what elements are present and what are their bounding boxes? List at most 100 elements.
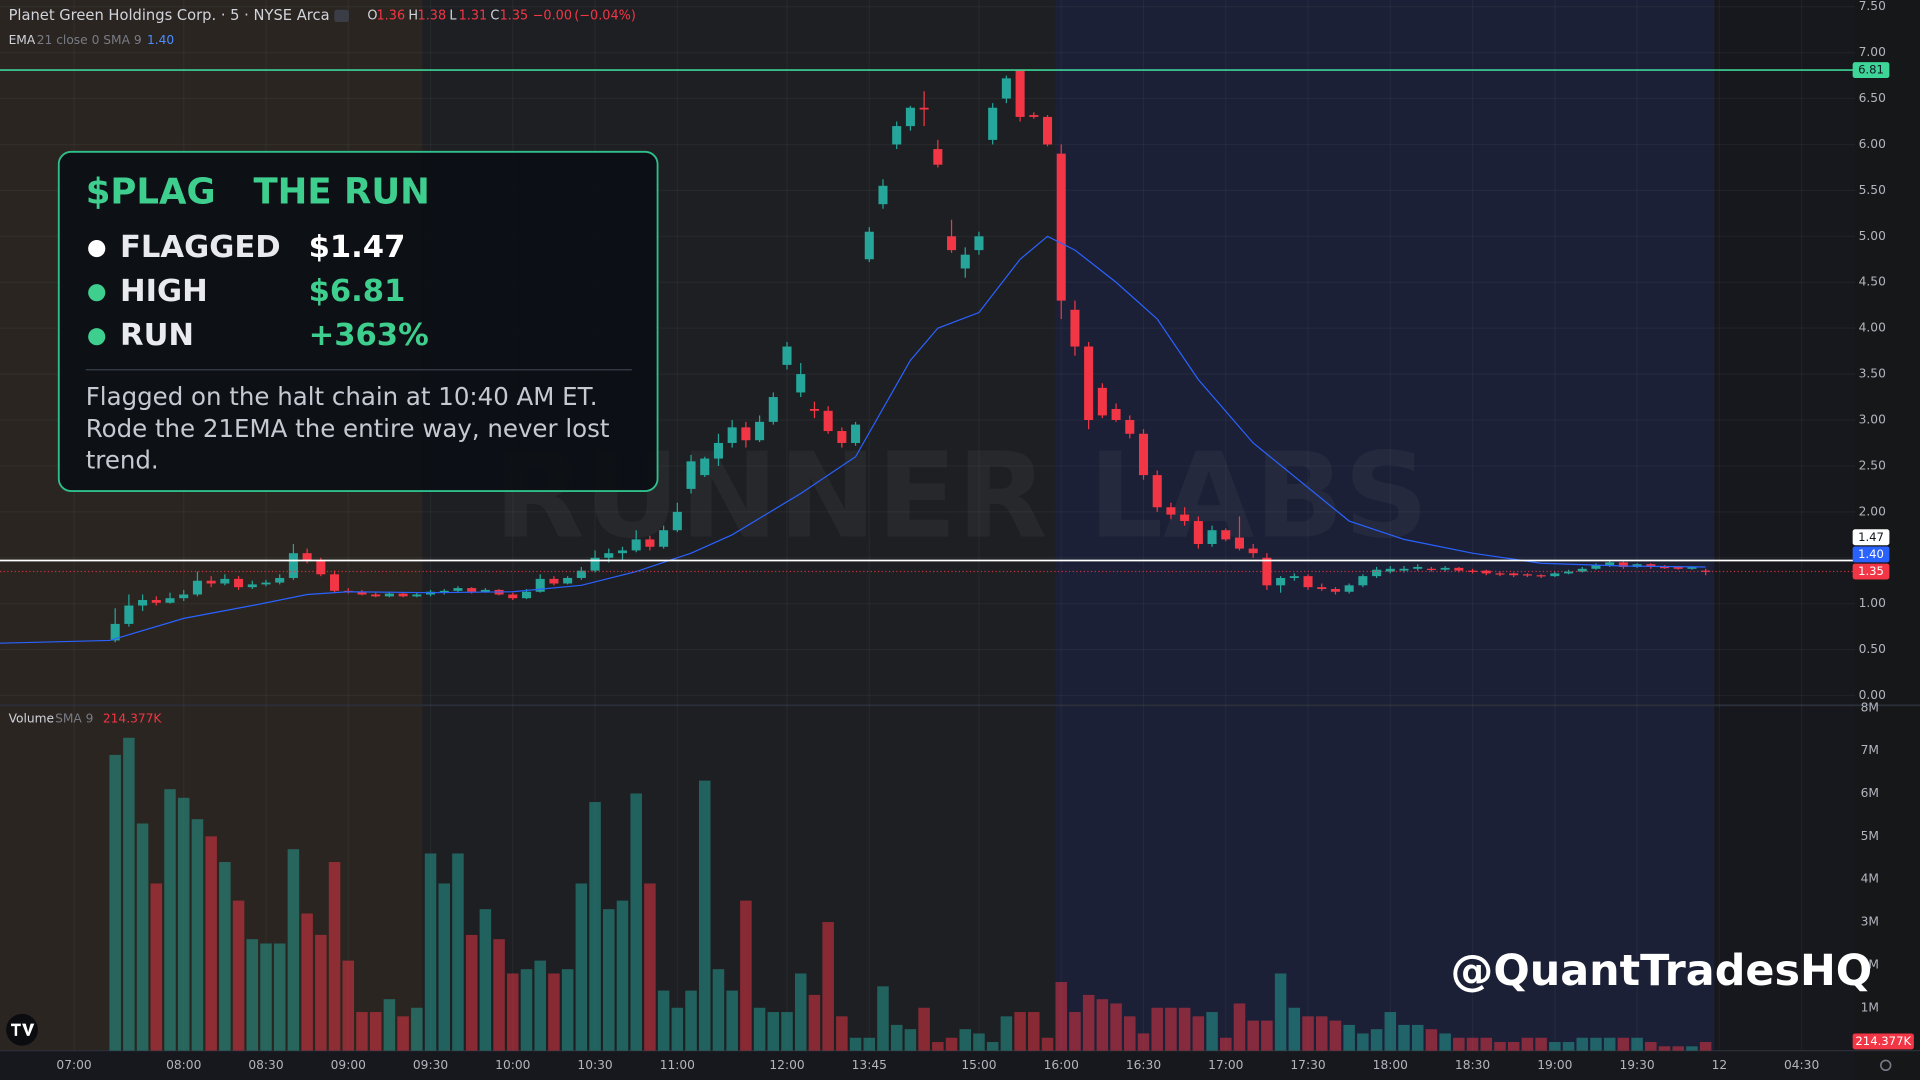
volume-bar	[1411, 1024, 1424, 1051]
candle-body	[1659, 566, 1670, 569]
candle-body	[275, 577, 285, 583]
volume-bar	[1055, 982, 1067, 1051]
x-tick-label: 19:00	[1537, 1058, 1572, 1072]
y-tick-label: 5.00	[1859, 229, 1886, 243]
candle-body	[1084, 346, 1094, 421]
row-label: FLAGGED	[120, 230, 281, 265]
candle-body	[576, 570, 586, 578]
candle-body	[206, 580, 216, 584]
volume-bar	[1686, 1046, 1698, 1051]
volume-bar	[356, 1012, 368, 1051]
row-label: RUN	[120, 318, 194, 353]
candle-body	[1673, 566, 1683, 569]
price-tag-label: 1.47	[1858, 530, 1884, 544]
volume-bar	[753, 1007, 766, 1051]
volume-tag-label: 214.377K	[1855, 1034, 1911, 1048]
candle-body	[919, 107, 929, 110]
volume-bar	[177, 797, 190, 1051]
candle-body	[1042, 116, 1053, 145]
volume-legend-value: 214.377K	[103, 711, 163, 725]
volume-bar	[1206, 1012, 1218, 1051]
candle-body	[686, 461, 696, 489]
candle-body	[549, 578, 559, 584]
volume-tick-label: 1M	[1861, 1000, 1879, 1014]
volume-bar	[1576, 1037, 1589, 1051]
candle-body	[604, 553, 614, 558]
ohlc-value: 1.38	[418, 8, 447, 23]
candle-body	[357, 591, 367, 595]
candle-body	[1097, 387, 1107, 416]
candle-body	[1687, 566, 1697, 569]
candle-body	[617, 550, 628, 554]
candle-body	[535, 578, 545, 592]
candle-body	[480, 589, 490, 592]
volume-bar	[1137, 1033, 1150, 1051]
candle-body	[796, 374, 806, 393]
volume-tick-label: 8M	[1861, 700, 1879, 714]
volume-bar	[1096, 999, 1109, 1051]
x-tick-label: 19:30	[1619, 1058, 1654, 1072]
x-tick-label: 10:00	[495, 1058, 530, 1072]
candle-body	[1605, 562, 1615, 566]
volume-bar	[671, 1007, 684, 1051]
volume-bar	[945, 1037, 958, 1051]
candle-body	[1646, 564, 1656, 567]
candle-body	[1564, 571, 1574, 574]
candle-body	[1029, 115, 1039, 117]
volume-bar	[438, 883, 450, 1051]
x-tick-label: 17:00	[1208, 1058, 1243, 1072]
candle-body	[371, 594, 381, 597]
x-tick-label: 12:00	[769, 1058, 804, 1072]
candle-body	[590, 557, 600, 571]
volume-bar	[1220, 1037, 1232, 1051]
ema-legend-params: 21 close 0 SMA 9	[37, 33, 142, 47]
volume-bar	[781, 1012, 793, 1051]
volume-bar	[712, 969, 725, 1051]
volume-bar	[1658, 1046, 1671, 1051]
volume-bar	[767, 1012, 780, 1051]
candle-body	[1468, 570, 1478, 572]
volume-tick-label: 3M	[1861, 915, 1879, 929]
volume-bar	[328, 862, 341, 1051]
x-tick-label: 17:30	[1290, 1058, 1325, 1072]
volume-bar	[616, 900, 629, 1051]
volume-bar	[1521, 1037, 1534, 1051]
volume-bar	[1549, 1042, 1561, 1051]
volume-bar	[863, 1037, 876, 1051]
y-tick-label: 1.00	[1859, 596, 1886, 610]
ema-line	[0, 235, 1706, 644]
candle-body	[851, 424, 861, 443]
y-tick-label: 7.00	[1859, 45, 1886, 59]
ema-legend-name: EMA	[9, 33, 36, 47]
x-tick-label: 12	[1712, 1058, 1728, 1072]
volume-bar	[1357, 1033, 1369, 1051]
candle-body	[947, 236, 957, 251]
candle-body	[988, 107, 998, 140]
candle-body	[1207, 530, 1217, 544]
axes: 0.000.501.001.502.002.503.003.504.004.50…	[56, 0, 1914, 1072]
candle-body	[302, 553, 312, 561]
candle-body	[905, 107, 915, 127]
candle-body	[1180, 514, 1190, 522]
candle-body	[1509, 573, 1519, 576]
price-pane	[0, 69, 1856, 644]
card-description: Flagged on the halt chain at 10:40 AM ET…	[86, 382, 598, 411]
candle-body	[1330, 589, 1340, 592]
volume-bar	[904, 1029, 917, 1051]
volume-bar	[877, 986, 889, 1051]
volume-bar	[1274, 973, 1287, 1051]
x-tick-label: 09:00	[331, 1058, 366, 1072]
volume-tick-label: 7M	[1861, 743, 1879, 757]
candle-body	[782, 346, 792, 365]
price-tag-label: 6.81	[1858, 63, 1884, 77]
y-tick-label: 0.50	[1859, 642, 1886, 656]
volume-bar	[1178, 1007, 1191, 1051]
volume-bar	[1645, 1042, 1657, 1051]
y-tick-label: 6.50	[1859, 91, 1886, 105]
volume-tick-label: 5M	[1861, 829, 1879, 843]
volume-bar	[657, 990, 670, 1051]
candle-body	[1303, 576, 1313, 588]
row-dot	[88, 284, 106, 302]
candle-body	[439, 590, 449, 593]
